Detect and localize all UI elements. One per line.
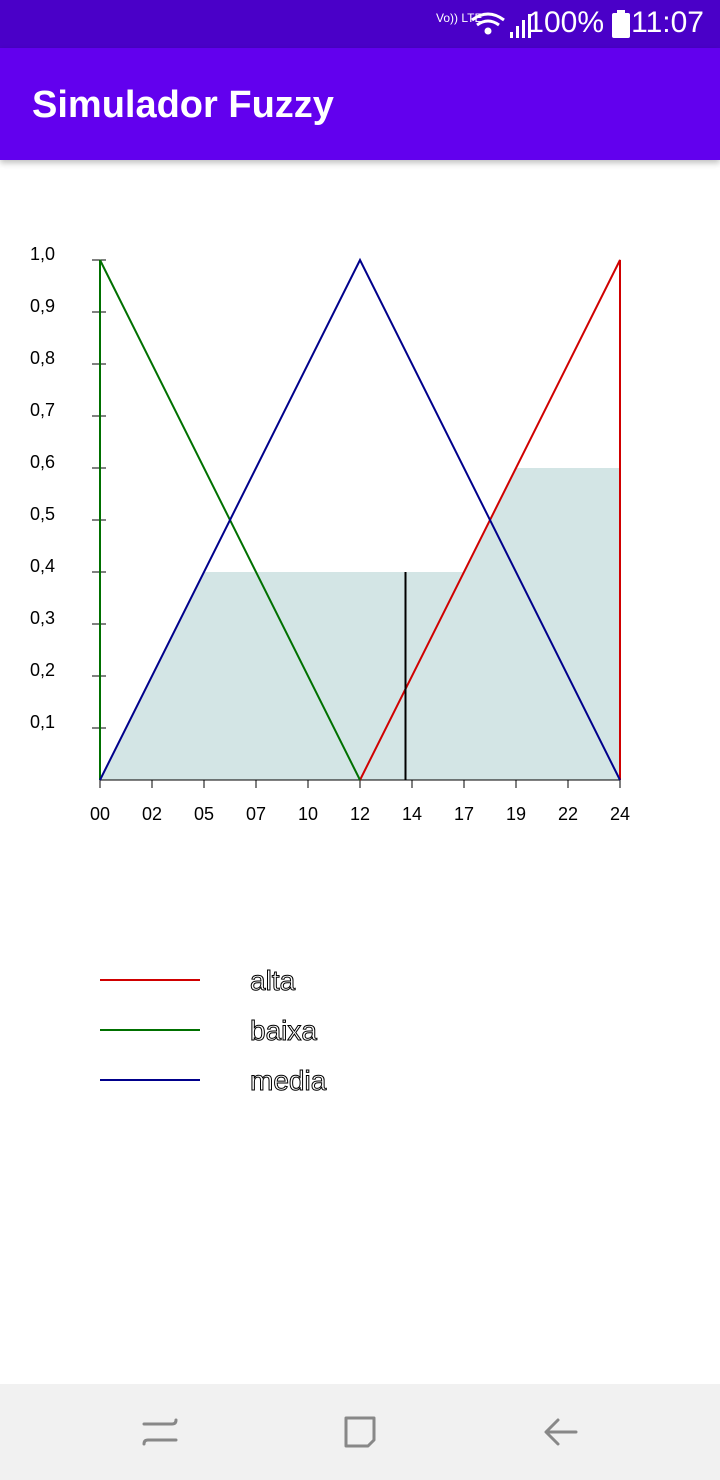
y-tick-label: 0,3 bbox=[30, 608, 55, 628]
y-tick-label: 0,2 bbox=[30, 660, 55, 680]
app-bar: Simulador Fuzzy bbox=[0, 48, 720, 160]
y-tick-label: 0,6 bbox=[30, 452, 55, 472]
signal-icon bbox=[510, 14, 531, 38]
series-line-alta bbox=[359, 259, 621, 781]
series-line-media bbox=[99, 257, 621, 781]
x-tick-label: 00 bbox=[90, 804, 110, 824]
recent-apps-icon[interactable] bbox=[138, 1410, 182, 1454]
y-tick-label: 0,4 bbox=[30, 556, 55, 576]
y-tick-label: 0,1 bbox=[30, 712, 55, 732]
battery-percent: 100% bbox=[527, 6, 604, 39]
legend-label-alta: alta bbox=[250, 965, 296, 996]
volte-icon: Vo)) LTE bbox=[436, 11, 482, 25]
legend-label-baixa: baixa bbox=[250, 1015, 317, 1046]
x-tick-label: 07 bbox=[246, 804, 266, 824]
x-tick-label: 22 bbox=[558, 804, 578, 824]
back-icon[interactable] bbox=[540, 1410, 584, 1454]
x-tick-label: 19 bbox=[506, 804, 526, 824]
y-tick-label: 0,7 bbox=[30, 400, 55, 420]
series-line-baixa bbox=[99, 259, 361, 781]
legend-label-media: media bbox=[250, 1065, 327, 1096]
y-tick-label: 0,5 bbox=[30, 504, 55, 524]
y-tick-label: 1,0 bbox=[30, 244, 55, 264]
x-tick-label: 02 bbox=[142, 804, 162, 824]
home-icon[interactable] bbox=[338, 1410, 382, 1454]
fuzzy-chart: 0,1 0,2 0,3 0,4 0,5 0,6 0,7 0,8 0,9 1,0 00 02 05 07 10… bbox=[30, 244, 630, 1097]
app-title: Simulador Fuzzy bbox=[32, 84, 334, 126]
y-tick-label: 0,8 bbox=[30, 348, 55, 368]
navigation-bar bbox=[0, 1384, 720, 1480]
clock: 11:07 bbox=[631, 6, 704, 39]
battery-icon bbox=[612, 10, 630, 38]
x-tick-label: 24 bbox=[610, 804, 630, 824]
status-icons: Vo)) LTE bbox=[436, 11, 531, 38]
x-tick-label: 10 bbox=[298, 804, 318, 824]
x-tick-label: 05 bbox=[194, 804, 214, 824]
x-tick-label: 17 bbox=[454, 804, 474, 824]
x-tick-label: 14 bbox=[402, 804, 422, 824]
y-tick-label: 0,9 bbox=[30, 296, 55, 316]
wifi-icon bbox=[471, 12, 505, 35]
aggregated-area bbox=[100, 468, 620, 780]
x-tick-label: 12 bbox=[350, 804, 370, 824]
status-bar: Vo)) LTE 100% 11:07 bbox=[0, 0, 720, 48]
